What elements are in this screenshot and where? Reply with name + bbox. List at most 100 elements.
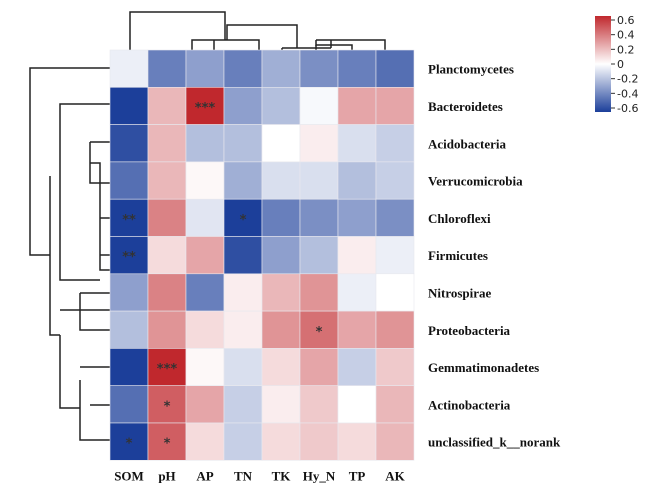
heatmap-cell <box>185 310 225 349</box>
heatmap-cell <box>299 161 339 200</box>
heatmap-cell <box>185 124 225 163</box>
heatmap-cell <box>299 87 339 125</box>
heatmap-cell <box>375 161 415 200</box>
column-labels: SOM pH AP TN TK Hy_N TP AK <box>114 468 405 483</box>
heatmap-cell <box>261 124 301 163</box>
row-label: unclassified_k__norank <box>428 435 561 450</box>
row-label: Planctomycetes <box>428 62 514 77</box>
row-label: Acidobacteria <box>428 136 506 151</box>
heatmap-cell <box>147 348 187 386</box>
legend-tick-label: -0.2 <box>617 73 638 86</box>
heatmap-cell <box>223 348 263 386</box>
heatmap-cell <box>109 422 149 461</box>
heatmap-cell <box>185 236 225 275</box>
heatmap-cell <box>299 385 339 424</box>
heatmap-cell <box>337 273 377 312</box>
heatmap-cell <box>261 422 301 461</box>
row-label: Actinobacteria <box>428 397 511 412</box>
column-label: SOM <box>114 468 144 483</box>
heatmap-cell <box>109 87 149 125</box>
significance-marks: ***** ********* * <box>122 101 322 452</box>
column-label: AP <box>196 468 213 483</box>
row-label: Proteobacteria <box>428 323 511 338</box>
heatmap-cell <box>261 161 301 200</box>
heatmap-cell <box>109 49 149 88</box>
heatmap-cell <box>375 236 415 275</box>
column-label: TP <box>349 468 366 483</box>
row-dendrogram <box>29 67 110 441</box>
heatmap-cell <box>109 310 149 349</box>
heatmap-cell <box>185 348 225 386</box>
heatmap-cell <box>337 198 377 237</box>
heatmap-cell <box>147 87 187 125</box>
column-label: AK <box>385 468 405 483</box>
heatmap-cell <box>337 348 377 386</box>
heatmap-cell <box>223 310 263 349</box>
heatmap-cell <box>109 236 149 275</box>
heatmap-cell <box>185 198 225 237</box>
significance-mark: * <box>164 399 171 414</box>
column-label: TK <box>272 468 292 483</box>
heatmap-cell <box>299 236 339 275</box>
heatmap-cell <box>261 385 301 424</box>
heatmap-cell <box>223 87 263 125</box>
heatmap-cell <box>261 236 301 275</box>
heatmap-cell <box>185 422 225 461</box>
heatmap-cell <box>185 385 225 424</box>
significance-mark: * <box>126 437 133 452</box>
heatmap-cell <box>261 348 301 386</box>
heatmap-cell <box>261 310 301 349</box>
heatmap-cell <box>299 422 339 461</box>
row-label: Nitrospirae <box>428 285 492 300</box>
heatmap-cell <box>261 49 301 88</box>
significance-mark: ** <box>122 213 136 228</box>
significance-mark: *** <box>195 101 216 116</box>
heatmap-cell <box>337 422 377 461</box>
column-label: pH <box>158 468 175 483</box>
legend-tick-label: -0.4 <box>617 87 638 100</box>
heatmap-cell <box>299 198 339 237</box>
heatmap-cell <box>185 161 225 200</box>
heatmap-cell <box>337 310 377 349</box>
heatmap-cells <box>109 49 415 461</box>
row-labels: Planctomycetes Bacteroidetes Acidobacteria… <box>428 62 561 450</box>
legend-color-bar <box>595 16 611 112</box>
heatmap-cell <box>261 87 301 125</box>
heatmap-cell <box>375 273 415 312</box>
heatmap-cell <box>375 310 415 349</box>
heatmap-cell <box>223 124 263 163</box>
heatmap-cell <box>147 236 187 275</box>
heatmap-cell <box>223 273 263 312</box>
legend-tick-label: -0.6 <box>617 102 638 115</box>
heatmap-cell <box>109 273 149 312</box>
heatmap-cell <box>147 198 187 237</box>
heatmap-cell <box>109 161 149 200</box>
heatmap-cell <box>185 49 225 88</box>
heatmap-cell <box>185 273 225 312</box>
heatmap-cell <box>147 310 187 349</box>
heatmap-cell <box>337 161 377 200</box>
heatmap-cell <box>299 310 339 349</box>
heatmap-cell <box>109 124 149 163</box>
legend-ticks: 0.6 0.40.2 0 -0.2-0.4 -0.6 <box>611 14 638 115</box>
heatmap-cell <box>299 273 339 312</box>
color-legend: 0.6 0.40.2 0 -0.2-0.4 -0.6 <box>595 14 638 115</box>
significance-mark: * <box>316 325 323 340</box>
heatmap-cell <box>337 385 377 424</box>
row-label: Gemmatimonadetes <box>428 360 539 375</box>
heatmap-cell <box>147 385 187 424</box>
heatmap-cell <box>223 385 263 424</box>
significance-mark: * <box>240 213 247 228</box>
heatmap-cell <box>375 49 415 88</box>
heatmap-cell <box>147 422 187 461</box>
row-label: Chloroflexi <box>428 211 491 226</box>
heatmap-cell <box>337 124 377 163</box>
row-label: Firmicutes <box>428 248 488 263</box>
heatmap-cell <box>375 124 415 163</box>
significance-mark: * <box>164 437 171 452</box>
heatmap-cell <box>109 198 149 237</box>
heatmap-cell <box>375 198 415 237</box>
heatmap-cell <box>261 273 301 312</box>
significance-mark: *** <box>157 362 178 377</box>
row-label: Bacteroidetes <box>428 99 503 114</box>
